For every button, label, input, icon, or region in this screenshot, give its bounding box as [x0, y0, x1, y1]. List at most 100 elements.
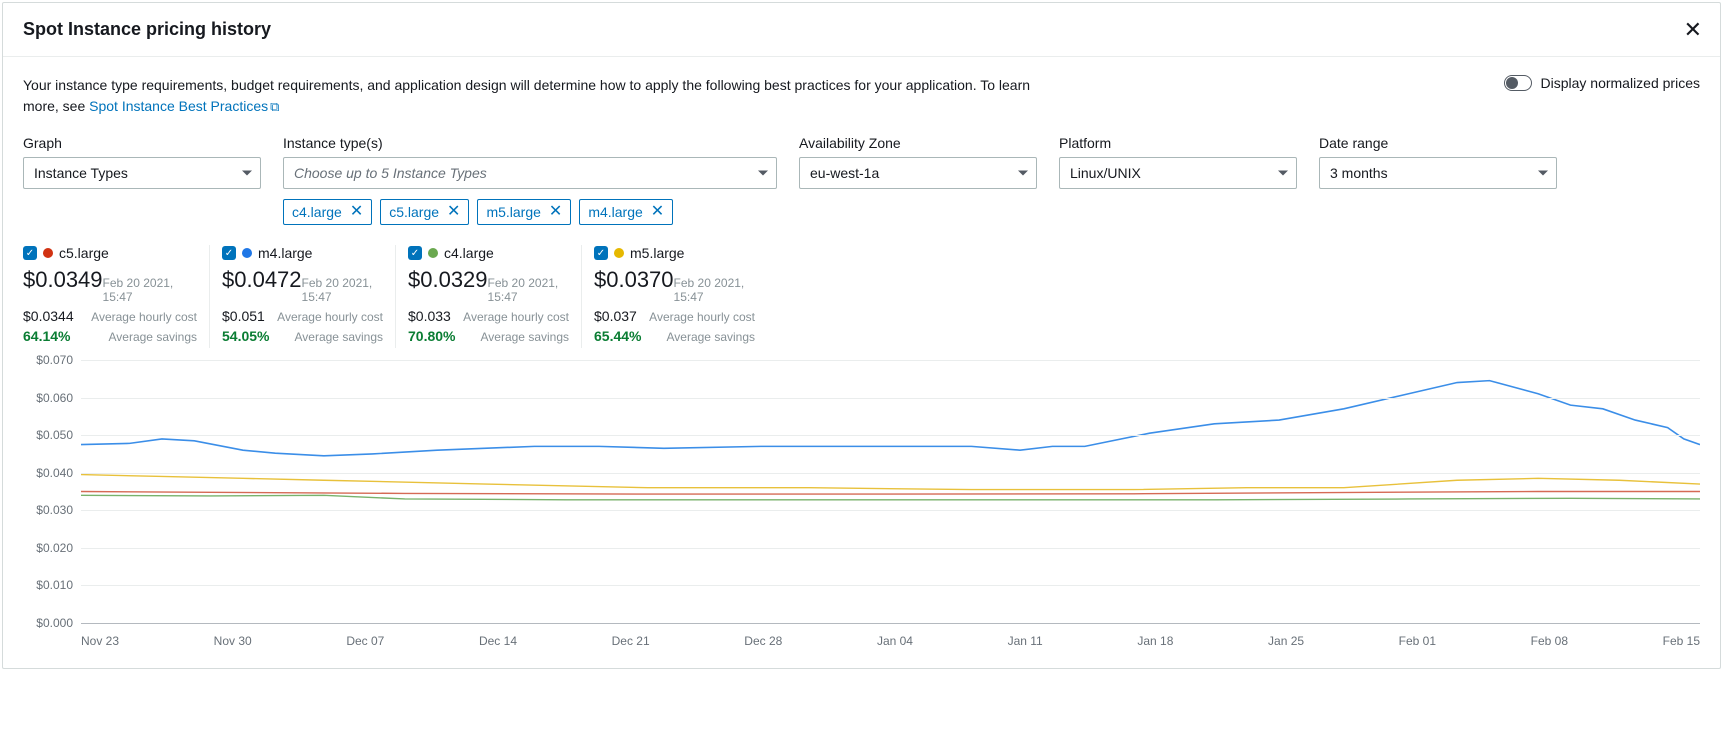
chip-remove-icon[interactable]: ✕: [350, 205, 363, 219]
avg-cost-label: Average hourly cost: [277, 310, 383, 324]
instance-chip: m4.large ✕: [579, 199, 673, 225]
normalized-toggle[interactable]: [1504, 75, 1532, 91]
x-tick-label: Jan 11: [1008, 634, 1043, 648]
series-checkbox[interactable]: ✓: [222, 246, 236, 260]
external-link-icon: ⧉: [270, 97, 279, 117]
instance-chip: c5.large✕: [380, 199, 469, 225]
instance-type-chips: c4.large✕c5.large✕m5.large✕m4.large✕: [283, 199, 1700, 225]
avg-savings: 65.44%: [594, 328, 641, 344]
filter-platform-label: Platform: [1059, 135, 1297, 151]
stat-card: ✓ c4.large $0.0329Feb 20 2021, 15:47 $0.033…: [395, 245, 581, 348]
instance-types-select[interactable]: Choose up to 5 Instance Types: [283, 157, 777, 189]
y-tick-label: $0.000: [23, 616, 73, 630]
gridline: [81, 548, 1700, 549]
avg-hourly-cost: $0.033: [408, 308, 451, 324]
platform-select[interactable]: Linux/UNIX: [1059, 157, 1297, 189]
current-price: $0.0472: [222, 267, 302, 293]
avg-savings-label: Average savings: [109, 330, 198, 344]
filter-range-label: Date range: [1319, 135, 1557, 151]
x-tick-label: Dec 21: [612, 634, 650, 648]
filter-instance-types: Instance type(s) Choose up to 5 Instance…: [283, 135, 777, 189]
avg-cost-label: Average hourly cost: [91, 310, 197, 324]
chevron-down-icon: [242, 171, 252, 176]
instance-chip: m5.large ✕: [477, 199, 571, 225]
panel-title: Spot Instance pricing history: [23, 19, 1700, 40]
chip-remove-icon[interactable]: ✕: [651, 205, 664, 219]
chip-remove-icon[interactable]: ✕: [447, 205, 460, 219]
chip-label: c4.large: [292, 204, 342, 220]
x-tick-label: Dec 14: [479, 634, 517, 648]
price-timestamp: Feb 20 2021, 15:47: [674, 276, 755, 304]
avg-hourly-cost: $0.051: [222, 308, 265, 324]
info-text: Your instance type requirements, budget …: [23, 75, 1063, 117]
x-tick-label: Jan 04: [877, 634, 913, 648]
chip-label: m4.large: [588, 204, 642, 220]
date-range-select[interactable]: 3 months: [1319, 157, 1557, 189]
avg-savings-label: Average savings: [481, 330, 570, 344]
gridline: [81, 435, 1700, 436]
series-checkbox[interactable]: ✓: [23, 246, 37, 260]
x-tick-label: Feb 15: [1663, 634, 1700, 648]
x-tick-label: Nov 30: [214, 634, 252, 648]
series-name: c5.large: [59, 245, 109, 261]
pricing-history-panel: Spot Instance pricing history ✕ Your ins…: [2, 2, 1721, 669]
avg-cost-label: Average hourly cost: [463, 310, 569, 324]
close-icon[interactable]: ✕: [1684, 19, 1702, 41]
best-practices-link[interactable]: Spot Instance Best Practices⧉: [89, 98, 279, 114]
avg-savings: 70.80%: [408, 328, 455, 344]
current-price: $0.0370: [594, 267, 674, 293]
avg-savings-label: Average savings: [667, 330, 756, 344]
y-tick-label: $0.060: [23, 391, 73, 405]
filter-platform: Platform Linux/UNIX: [1059, 135, 1297, 189]
current-price: $0.0329: [408, 267, 488, 293]
chevron-down-icon: [1538, 171, 1548, 176]
gridline: [81, 510, 1700, 511]
price-timestamp: Feb 20 2021, 15:47: [488, 276, 569, 304]
y-tick-label: $0.010: [23, 578, 73, 592]
info-row: Your instance type requirements, budget …: [23, 75, 1700, 117]
normalized-toggle-row: Display normalized prices: [1504, 75, 1700, 91]
x-tick-label: Feb 01: [1399, 634, 1436, 648]
filter-graph-label: Graph: [23, 135, 261, 151]
series-checkbox[interactable]: ✓: [408, 246, 422, 260]
series-checkbox[interactable]: ✓: [594, 246, 608, 260]
gridline: [81, 398, 1700, 399]
stat-card: ✓m4.large$0.0472Feb 20 2021, 15:47$0.051…: [209, 245, 395, 348]
x-tick-label: Nov 23: [81, 634, 119, 648]
series-color-dot: [242, 248, 252, 258]
toggle-knob: [1506, 77, 1518, 89]
series-line-c4_large: [81, 495, 1700, 499]
chart-lines: [81, 360, 1700, 623]
filter-az: Availability Zone eu-west-1a: [799, 135, 1037, 189]
chip-remove-icon[interactable]: ✕: [549, 205, 562, 219]
x-tick-label: Jan 25: [1268, 634, 1304, 648]
series-color-dot: [428, 248, 438, 258]
gridline: [81, 360, 1700, 361]
filter-graph: Graph Instance Types: [23, 135, 261, 189]
gridline: [81, 585, 1700, 586]
chip-label: m5.large: [486, 204, 540, 220]
filter-az-label: Availability Zone: [799, 135, 1037, 151]
y-tick-label: $0.020: [23, 541, 73, 555]
y-tick-label: $0.050: [23, 428, 73, 442]
graph-select[interactable]: Instance Types: [23, 157, 261, 189]
avg-hourly-cost: $0.0344: [23, 308, 74, 324]
instance-chip: c4.large ✕: [283, 199, 372, 225]
stat-card: ✓ m5.large $0.0370Feb 20 2021, 15:47 $0.037…: [581, 245, 767, 348]
chevron-down-icon: [1278, 171, 1288, 176]
filter-types-label: Instance type(s): [283, 135, 777, 151]
avg-hourly-cost: $0.037: [594, 308, 637, 324]
price-timestamp: Feb 20 2021, 15:47: [103, 276, 197, 304]
az-select[interactable]: eu-west-1a: [799, 157, 1037, 189]
series-color-dot: [43, 248, 53, 258]
chart-x-axis: Nov 23Nov 30Dec 07Dec 14Dec 21Dec 28Jan …: [81, 634, 1700, 648]
x-tick-label: Jan 18: [1137, 634, 1173, 648]
filters-row: Graph Instance Types Instance type(s) Ch…: [23, 135, 1700, 189]
series-name: c4.large: [444, 245, 494, 261]
series-name: m5.large: [630, 245, 684, 261]
panel-body: Your instance type requirements, budget …: [3, 57, 1720, 668]
x-tick-label: Feb 08: [1531, 634, 1568, 648]
panel-header: Spot Instance pricing history ✕: [3, 3, 1720, 57]
x-tick-label: Dec 28: [744, 634, 782, 648]
series-name: m4.large: [258, 245, 312, 261]
